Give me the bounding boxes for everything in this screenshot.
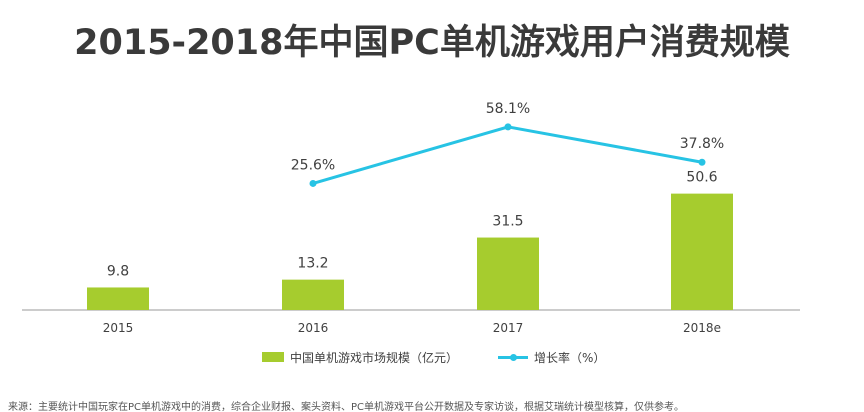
legend-label-market-size: 中国单机游戏市场规模（亿元） [290, 350, 459, 365]
growth-label-2016: 25.6% [291, 157, 335, 173]
bar-2015 [87, 287, 149, 310]
legend: 中国单机游戏市场规模（亿元） 增长率（%） [0, 348, 864, 366]
growth-point-2018e [698, 158, 706, 166]
growth-point-2017 [504, 123, 512, 131]
tick-label-2016: 2016 [298, 321, 329, 335]
legend-item-growth-rate: 增长率（%） [498, 348, 605, 366]
legend-line-swatch [498, 352, 528, 362]
source-note: 来源：主要统计中国玩家在PC单机游戏中的消费，综合企业财报、案头资料、PC单机游… [8, 402, 685, 412]
bar-2017 [477, 237, 539, 310]
growth-point-2016 [309, 179, 317, 187]
chart-title: 2015-2018年中国PC单机游戏用户消费规模 [74, 23, 790, 63]
legend-bar-swatch [262, 352, 284, 362]
growth-line [312, 125, 703, 185]
legend-item-market-size: 中国单机游戏市场规模（亿元） [262, 348, 458, 366]
tick-label-2015: 2015 [103, 321, 134, 335]
bar-label-2015: 9.8 [107, 263, 129, 279]
bar-2018e [671, 193, 733, 310]
bar-label-2018e: 50.6 [686, 170, 717, 186]
tick-label-2017: 2017 [493, 321, 524, 335]
growth-label-2017: 58.1% [486, 101, 530, 117]
bar-label-2016: 13.2 [297, 256, 328, 272]
growth-label-2018e: 37.8% [680, 136, 724, 152]
tick-label-2018e: 2018e [683, 321, 721, 335]
bar-2016 [282, 279, 344, 310]
legend-label-growth-rate: 增长率（%） [534, 350, 606, 365]
bar-label-2017: 31.5 [492, 214, 523, 230]
